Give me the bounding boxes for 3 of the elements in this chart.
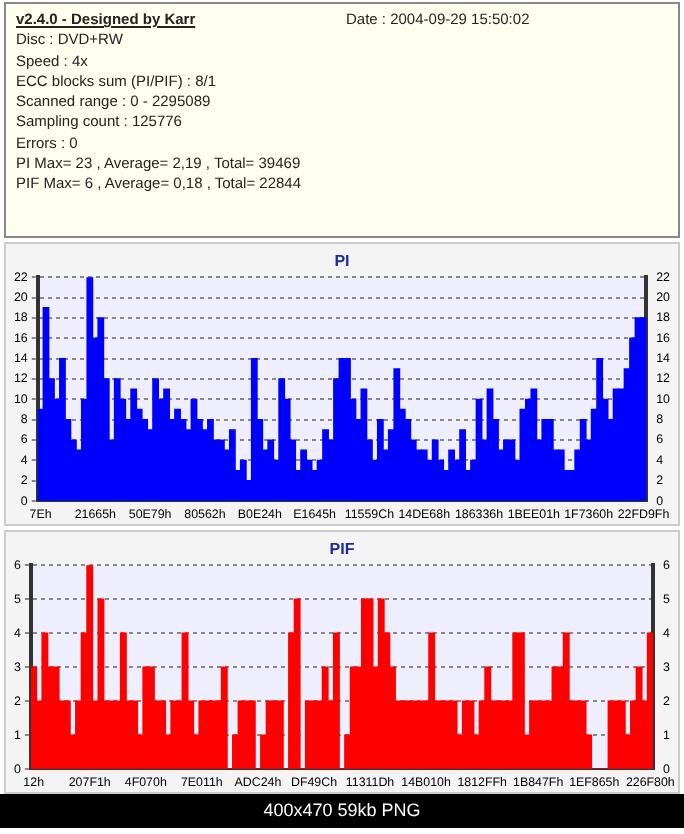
text: 400x470 59kb PNG [0,794,684,828]
chart-title: PI [334,252,350,271]
chart-title: PIF [329,540,355,559]
